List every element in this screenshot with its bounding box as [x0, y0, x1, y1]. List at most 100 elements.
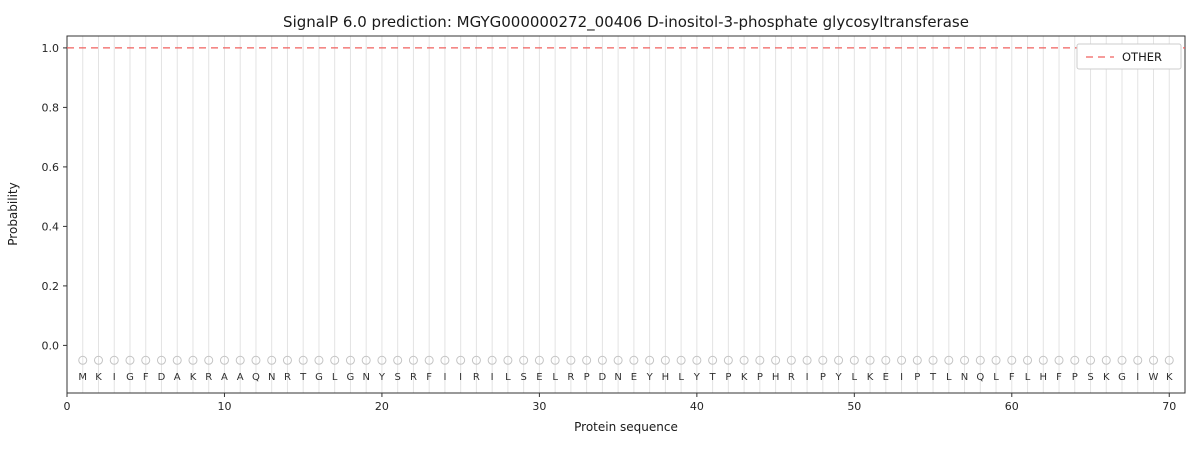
y-tick-label: 0.6 [42, 161, 60, 174]
residue-letter: T [299, 372, 307, 383]
residue-letter: K [190, 372, 197, 383]
residue-marker [172, 355, 182, 365]
residue-letter: P [584, 372, 590, 383]
residue-letter: T [929, 372, 937, 383]
residue-marker [109, 355, 119, 365]
residue-marker [928, 355, 938, 365]
residue-letter: R [788, 372, 795, 383]
residue-marker [991, 355, 1001, 365]
y-axis-label: Probability [6, 182, 20, 245]
residue-letter: L [505, 372, 511, 383]
x-tick-label: 40 [690, 400, 704, 413]
residue-letter: A [174, 372, 181, 383]
residue-marker [676, 355, 686, 365]
x-tick-label: 50 [847, 400, 861, 413]
x-tick-label: 0 [64, 400, 71, 413]
residue-letter: P [820, 372, 826, 383]
residue-letter: A [221, 372, 228, 383]
residue-marker [849, 355, 859, 365]
residue-marker [393, 355, 403, 365]
y-tick-label: 0.0 [42, 339, 60, 352]
residue-letter: F [143, 372, 149, 383]
residue-marker [188, 355, 198, 365]
residue-marker [251, 355, 261, 365]
residue-marker [219, 355, 229, 365]
residue-marker [755, 355, 765, 365]
residue-marker [78, 355, 88, 365]
y-tick-label: 1.0 [42, 42, 60, 55]
x-tick-label: 30 [532, 400, 546, 413]
residue-marker [786, 355, 796, 365]
residue-marker [1149, 355, 1159, 365]
residue-letter: L [552, 372, 558, 383]
residue-marker [440, 355, 450, 365]
residue-letter: F [426, 372, 432, 383]
residue-marker [1117, 355, 1127, 365]
residue-marker [1070, 355, 1080, 365]
residue-marker [645, 355, 655, 365]
residue-letter: G [1118, 372, 1126, 383]
residue-marker [314, 355, 324, 365]
residue-letter: P [725, 372, 731, 383]
residue-marker [1086, 355, 1096, 365]
residue-letter: L [332, 372, 338, 383]
legend-label: OTHER [1122, 50, 1162, 64]
x-tick-label: 20 [375, 400, 389, 413]
residue-letter: N [268, 372, 275, 383]
residue-marker [377, 355, 387, 365]
residue-marker [345, 355, 355, 365]
residue-marker [1054, 355, 1064, 365]
legend: OTHER [1076, 43, 1182, 70]
residue-marker [818, 355, 828, 365]
residue-letter: H [1040, 372, 1048, 383]
residue-letter: S [520, 372, 526, 383]
residue-letter: R [567, 372, 574, 383]
residue-letter: P [1072, 372, 1078, 383]
residue-letter: E [536, 372, 542, 383]
residue-letter: Y [835, 372, 843, 383]
residue-marker [1038, 355, 1048, 365]
chart-layers: 0 10 20 30 40 50 60 700.00.20.40.60.81.0M K I G F D A… [42, 35, 1186, 413]
residue-letter: P [757, 372, 763, 383]
y-tick-label: 0.8 [42, 101, 60, 114]
residue-letter: K [95, 372, 102, 383]
residue-letter: I [459, 372, 462, 383]
residue-marker [93, 355, 103, 365]
residue-marker [597, 355, 607, 365]
residue-marker [739, 355, 749, 365]
x-tick-label: 70 [1162, 400, 1176, 413]
residue-marker [298, 355, 308, 365]
residue-letter: K [741, 372, 748, 383]
residue-marker [881, 355, 891, 365]
residue-marker [204, 355, 214, 365]
residue-letter: A [237, 372, 244, 383]
residue-marker [267, 355, 277, 365]
residue-letter: I [491, 372, 494, 383]
residue-marker [141, 355, 151, 365]
residue-marker [613, 355, 623, 365]
residue-marker [912, 355, 922, 365]
residue-letter: I [900, 372, 903, 383]
residue-marker [865, 355, 875, 365]
residue-letter: Q [976, 372, 984, 383]
residue-letter: L [946, 372, 952, 383]
residue-marker [1101, 355, 1111, 365]
residue-letter: W [1149, 372, 1159, 383]
residue-letter: N [961, 372, 968, 383]
residue-letter: G [126, 372, 134, 383]
residue-letter: K [1103, 372, 1110, 383]
residue-marker [487, 355, 497, 365]
residue-letter: Y [646, 372, 654, 383]
residue-letter: E [631, 372, 637, 383]
residue-marker [897, 355, 907, 365]
legend-box [1076, 43, 1182, 70]
residue-letter: F [1056, 372, 1062, 383]
residue-letter: L [852, 372, 858, 383]
residue-letter: N [614, 372, 621, 383]
residue-marker [424, 355, 434, 365]
residue-marker [771, 355, 781, 365]
plot-frame [66, 35, 1186, 394]
residue-letter: R [473, 372, 480, 383]
residue-letter: I [1136, 372, 1139, 383]
